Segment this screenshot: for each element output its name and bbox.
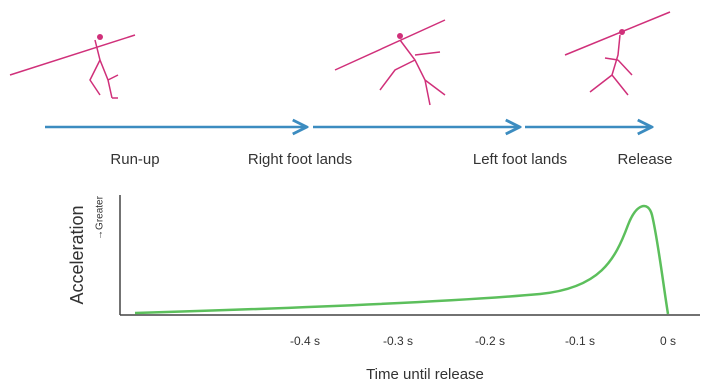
figure-left-foot xyxy=(564,11,671,96)
x-tick-label: -0.4 s xyxy=(290,334,320,348)
x-tick-label: 0 s xyxy=(660,334,676,348)
phase-label: Right foot lands xyxy=(248,151,352,168)
x-tick-label: -0.3 s xyxy=(383,334,413,348)
phase-label: Left foot lands xyxy=(473,151,567,168)
acceleration-curve xyxy=(134,204,670,315)
x-tick-label: -0.1 s xyxy=(565,334,595,348)
y-axis-note: →Greater xyxy=(95,195,106,240)
x-tick-label: -0.2 s xyxy=(475,334,505,348)
figure-right-foot xyxy=(334,19,446,106)
figure-run-up xyxy=(9,34,136,99)
x-axis-label: Time until release xyxy=(366,366,484,383)
phase-label: Release xyxy=(617,151,672,168)
phase-label: Run-up xyxy=(110,151,159,168)
y-axis-label: Acceleration xyxy=(67,205,87,304)
